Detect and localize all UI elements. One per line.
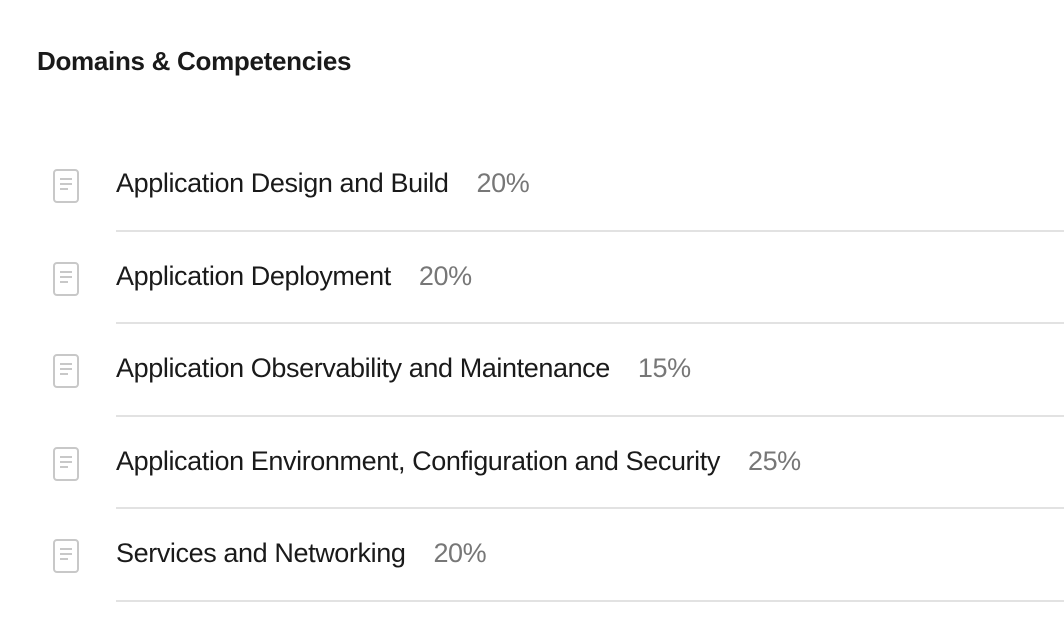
document-icon [53,446,79,481]
domain-weight: 20% [476,168,530,198]
domain-label: Application Observability and Maintenanc… [116,353,610,384]
document-icon [53,354,79,389]
list-item[interactable]: Application Design and Build 20% [0,139,1064,232]
domain-weight: 20% [418,260,472,291]
document-icon [53,539,79,574]
domain-label: Application Design and Build [116,168,449,198]
domain-label: Services and Networking [116,538,406,569]
divider [116,507,1064,510]
list-item[interactable]: Services and Networking 20% [0,509,1064,602]
domain-weight: 25% [747,445,801,476]
section-title: Domains & Competencies [37,46,352,76]
list-item[interactable]: Application Observability and Maintenanc… [0,324,1064,417]
domain-weight: 20% [433,538,487,569]
divider [116,322,1064,325]
list-item[interactable]: Application Deployment 20% [0,232,1064,325]
document-icon [53,261,79,296]
divider [116,414,1064,417]
domain-list: Application Design and Build 20% Applicat… [0,139,1064,602]
list-item[interactable]: Application Environment, Configuration a… [0,417,1064,510]
document-icon [53,169,79,203]
domain-label: Application Deployment [116,260,391,291]
divider [116,229,1064,232]
divider [116,599,1064,602]
domain-weight: 15% [637,353,691,384]
domain-label: Application Environment, Configuration a… [116,445,720,476]
